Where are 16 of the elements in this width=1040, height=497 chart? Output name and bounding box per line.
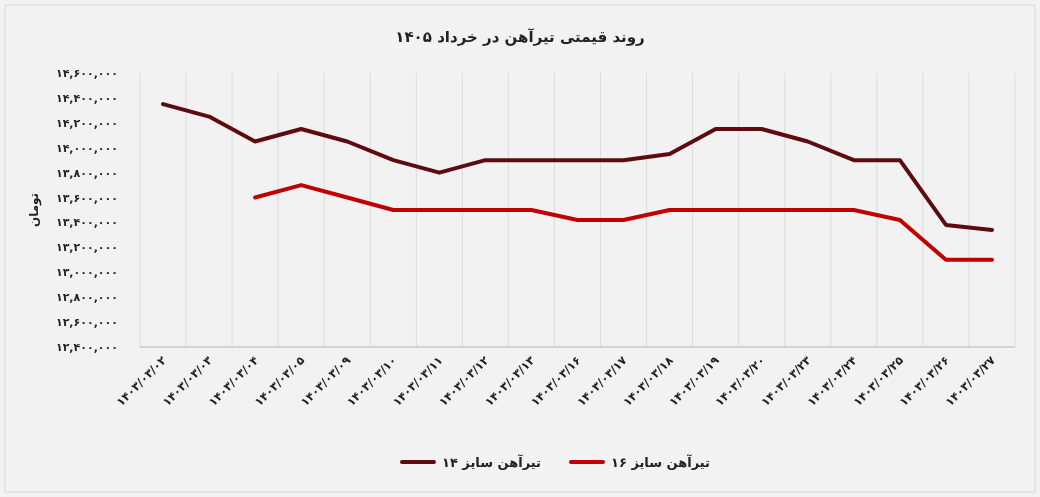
y-tick-label: ۱۳,۰۰۰,۰۰۰: [55, 266, 118, 280]
y-tick-label: ۱۴,۲۰۰,۰۰۰: [55, 116, 118, 130]
y-tick-label: ۱۳,۴۰۰,۰۰۰: [55, 216, 118, 230]
y-tick-label: ۱۲,۸۰۰,۰۰۰: [55, 291, 118, 305]
legend-label: تیرآهن سایز ۱۶: [610, 454, 710, 470]
y-tick-label: ۱۳,۲۰۰,۰۰۰: [55, 241, 118, 255]
y-tick-label: ۱۳,۸۰۰,۰۰۰: [55, 166, 118, 180]
y-tick-label: ۱۴,۴۰۰,۰۰۰: [55, 91, 118, 105]
y-tick-label: ۱۲,۶۰۰,۰۰۰: [55, 316, 118, 330]
y-tick-label: ۱۴,۰۰۰,۰۰۰: [55, 141, 118, 155]
y-tick-label: ۱۲,۴۰۰,۰۰۰: [55, 341, 118, 354]
chart-title: روند قیمتی تیرآهن در خرداد ۱۴۰۵: [395, 28, 645, 46]
y-tick-label: ۱۴,۶۰۰,۰۰۰: [55, 67, 118, 80]
y-axis-title: تومان: [27, 192, 42, 228]
legend-label: تیرآهن سایز ۱۴: [441, 454, 541, 470]
y-tick-label: ۱۳,۶۰۰,۰۰۰: [55, 191, 118, 205]
